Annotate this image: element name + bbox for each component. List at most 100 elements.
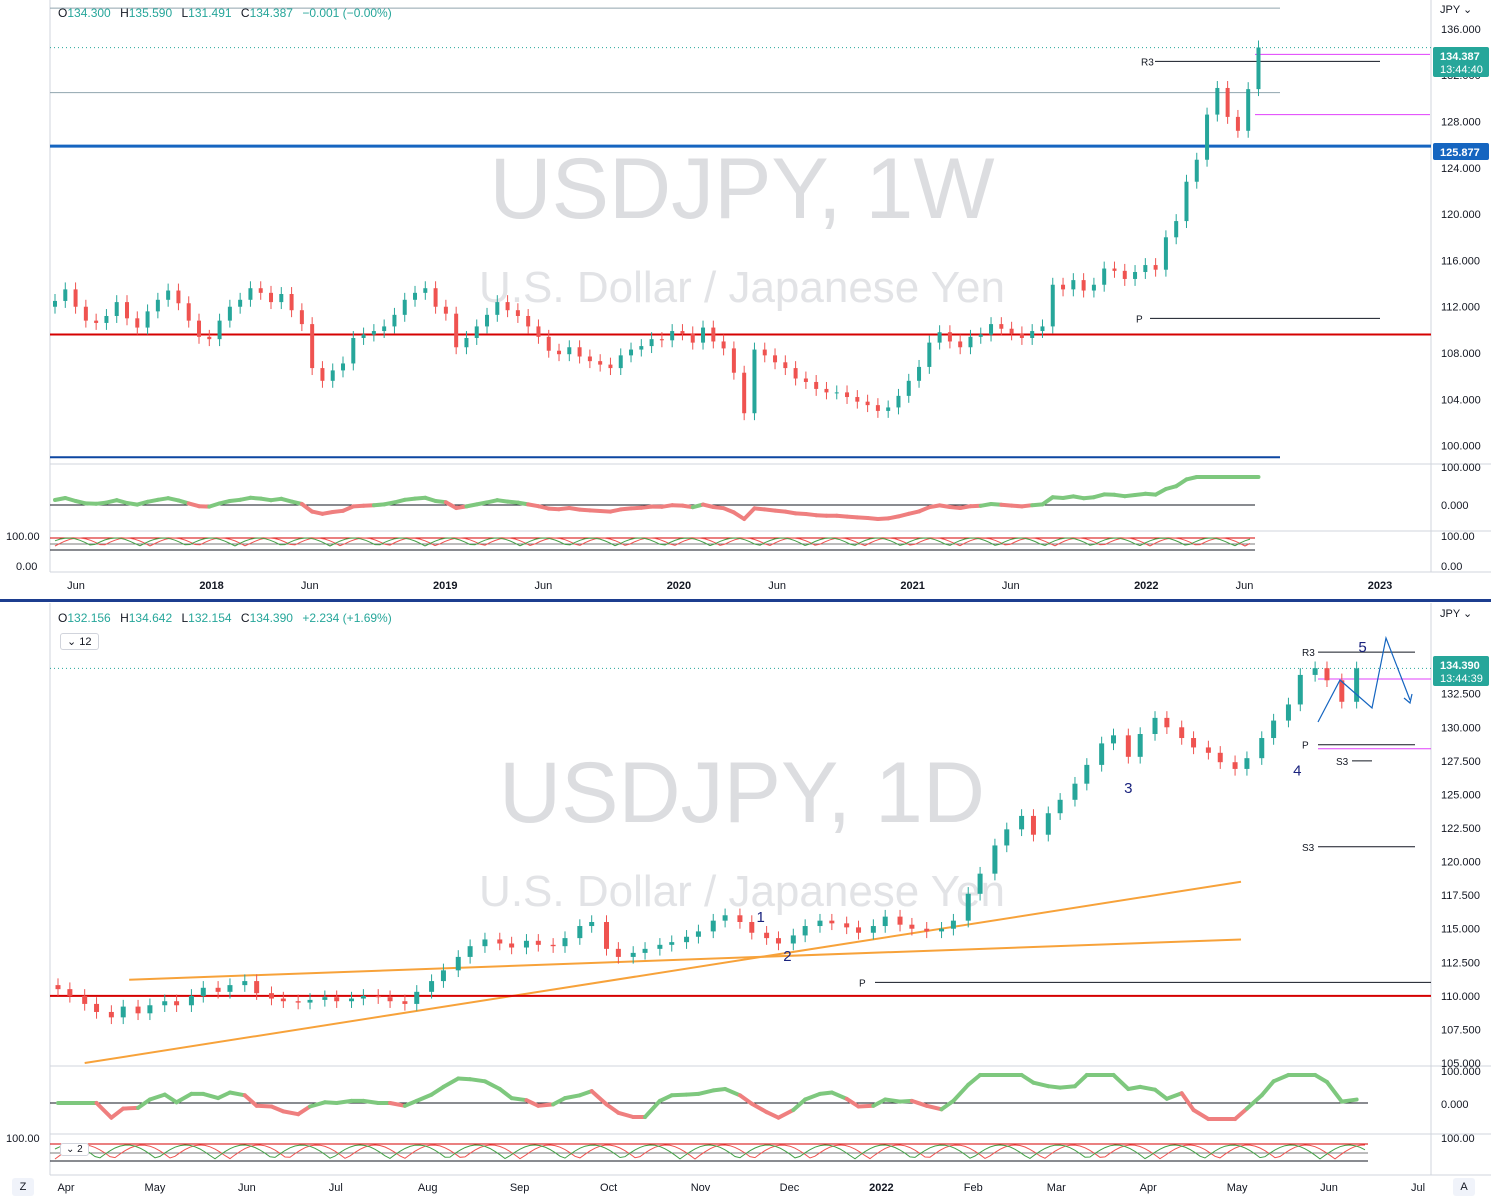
bottom-time-tick: Dec bbox=[780, 1182, 800, 1194]
top-osc1-tick-100: 100.000 bbox=[1441, 462, 1481, 474]
top-candle-body bbox=[650, 339, 654, 346]
bottom-candle-body bbox=[509, 943, 514, 947]
bottom-candle-body bbox=[764, 933, 769, 938]
bottom-time-tick: Oct bbox=[600, 1182, 617, 1194]
bottom-candle-body bbox=[723, 915, 728, 920]
top-candle-body bbox=[1061, 285, 1065, 290]
top-time-tick: 2019 bbox=[433, 580, 457, 592]
bottom-candle-body bbox=[67, 989, 72, 996]
top-time-tick: 2020 bbox=[667, 580, 691, 592]
bottom-candle-body bbox=[939, 929, 944, 932]
top-candle-body bbox=[1071, 280, 1075, 289]
bottom-candle-body bbox=[1099, 743, 1104, 764]
top-price-tick: 136.000 bbox=[1441, 24, 1481, 36]
bottom-candle-body bbox=[737, 915, 742, 922]
bottom-indicator-chip[interactable]: ⌄ 2 bbox=[60, 1143, 89, 1156]
bottom-candle-body bbox=[844, 923, 849, 927]
top-candle-body bbox=[372, 331, 376, 334]
bottom-candle-body bbox=[1126, 735, 1131, 756]
bottom-osc1-segment bbox=[672, 1095, 687, 1096]
bottom-candle-body bbox=[109, 1012, 114, 1017]
bottom-currency-menu[interactable]: JPY ⌄ bbox=[1440, 607, 1472, 620]
bottom-interval-chip[interactable]: ⌄ 12 bbox=[60, 633, 99, 650]
bottom-change: +2.234 (+1.69%) bbox=[302, 611, 391, 625]
top-candle-body bbox=[958, 341, 962, 347]
bottom-watermark-name: U.S. Dollar / Japanese Yen bbox=[479, 867, 1005, 916]
top-candle-body bbox=[1205, 115, 1209, 160]
top-last-price-tag: 134.387 13:44:40 bbox=[1433, 47, 1489, 77]
top-candle-body bbox=[578, 347, 582, 356]
bottom-osc1-segment bbox=[257, 1106, 272, 1107]
bottom-price-axis[interactable]: 135.000132.500130.000127.500125.000122.5… bbox=[1441, 655, 1481, 1070]
top-candle-body bbox=[794, 368, 798, 378]
top-candle-body bbox=[1112, 269, 1116, 271]
top-time-tick: 2022 bbox=[1134, 580, 1158, 592]
bottom-candle-body bbox=[414, 992, 419, 1004]
top-candle-body bbox=[917, 367, 921, 381]
timezone-button[interactable]: Z bbox=[12, 1178, 34, 1196]
bottom-candle-body bbox=[817, 921, 822, 926]
bottom-candle-body bbox=[456, 957, 461, 970]
top-osc2-tick-100: 100.00 bbox=[1441, 531, 1475, 543]
top-price-axis[interactable]: 136.000132.000128.000124.000120.000116.0… bbox=[1441, 24, 1481, 453]
chart-separator[interactable] bbox=[0, 599, 1491, 602]
top-candle-body bbox=[855, 397, 859, 402]
top-candle-body bbox=[1123, 271, 1127, 279]
top-candle-body bbox=[752, 350, 756, 414]
top-candle-body bbox=[1246, 89, 1250, 131]
top-price-tick: 120.000 bbox=[1441, 209, 1481, 221]
top-currency-menu[interactable]: JPY ⌄ bbox=[1440, 3, 1472, 16]
top-price-tick: 128.000 bbox=[1441, 117, 1481, 129]
top-candle-body bbox=[382, 326, 386, 331]
top-countdown: 13:44:40 bbox=[1440, 64, 1483, 76]
bottom-wave-label: 3 bbox=[1124, 780, 1132, 797]
top-candle-body bbox=[485, 315, 489, 327]
bottom-candle-body bbox=[174, 1001, 179, 1005]
top-last-price: 134.387 bbox=[1440, 51, 1480, 63]
top-candle-body bbox=[63, 289, 67, 301]
bottom-price-tick: 112.500 bbox=[1441, 957, 1480, 969]
top-candle-body bbox=[526, 316, 530, 326]
bottom-candle-body bbox=[441, 970, 446, 981]
top-candle-body bbox=[1236, 117, 1240, 131]
bottom-price-tick: 132.500 bbox=[1441, 689, 1481, 701]
top-candle-body bbox=[948, 332, 952, 341]
top-candle-body bbox=[1010, 329, 1014, 334]
bottom-candle-body bbox=[669, 942, 674, 945]
top-candle-body bbox=[1226, 88, 1230, 117]
bottom-price-tick: 107.500 bbox=[1441, 1024, 1481, 1036]
bottom-open: 132.156 bbox=[67, 611, 110, 625]
bottom-last-price-tag: 134.390 13:44:39 bbox=[1433, 656, 1489, 686]
top-chart[interactable]: USDJPY, 1W U.S. Dollar / Japanese Yen R3… bbox=[6, 0, 1491, 592]
bottom-osc1-segment bbox=[230, 1093, 245, 1096]
bottom-candle-body bbox=[992, 845, 997, 873]
top-osc2-tick-0: 0.00 bbox=[1441, 561, 1462, 573]
bottom-osc1-segment bbox=[885, 1100, 900, 1102]
top-candle-body bbox=[701, 328, 705, 343]
top-candle-body bbox=[1164, 237, 1168, 269]
top-candle-body bbox=[999, 324, 1003, 329]
top-candle-body bbox=[156, 300, 160, 312]
top-candle-body bbox=[475, 326, 479, 338]
bottom-candle-body bbox=[1084, 765, 1089, 784]
top-candle-body bbox=[269, 293, 273, 302]
bottom-chart[interactable]: USDJPY, 1D U.S. Dollar / Japanese Yen R3… bbox=[6, 603, 1491, 1194]
top-open: 134.300 bbox=[67, 6, 110, 20]
top-candle-body bbox=[94, 321, 98, 323]
top-candle-body bbox=[783, 362, 787, 368]
top-watermark-symbol: USDJPY, 1W bbox=[490, 141, 995, 237]
bottom-candle-body bbox=[616, 949, 621, 957]
bottom-countdown: 13:44:39 bbox=[1440, 673, 1483, 685]
bottom-candle-body bbox=[227, 985, 232, 992]
bottom-candle-body bbox=[856, 927, 861, 932]
bottom-price-tick: 110.000 bbox=[1441, 991, 1480, 1003]
bottom-candle-body bbox=[1019, 816, 1024, 829]
auto-scale-button[interactable]: A bbox=[1453, 1178, 1475, 1196]
top-candle-body bbox=[187, 303, 191, 320]
top-osc1-tick-0: 0.000 bbox=[1441, 500, 1469, 512]
bottom-candle-body bbox=[189, 996, 194, 1005]
top-candle-body bbox=[506, 302, 510, 310]
